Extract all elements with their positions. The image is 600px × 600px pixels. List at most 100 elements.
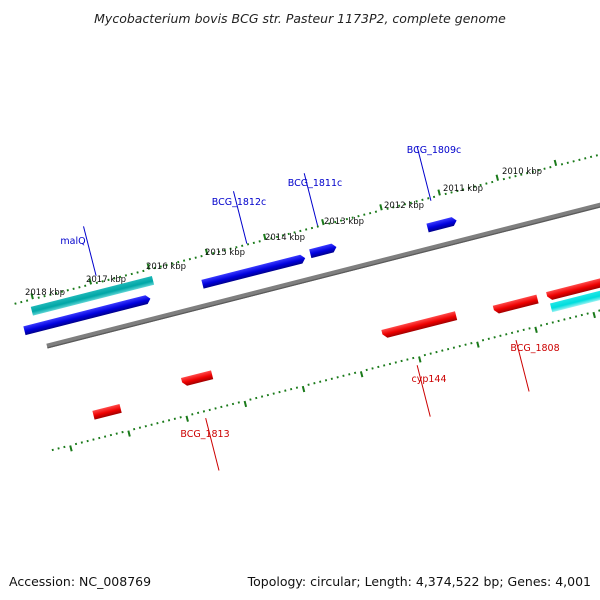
kbp-minor-tick [336, 376, 339, 379]
kbp-minor-tick [330, 377, 333, 380]
kbp-minor-tick [305, 228, 308, 231]
kbp-minor-tick [220, 405, 223, 409]
kbp-minor-tick [560, 163, 564, 166]
kbp-minor-tick [357, 214, 360, 218]
kbp-minor-tick [580, 313, 583, 317]
kbp-minor-tick [514, 174, 517, 178]
kbp-minor-tick [383, 364, 386, 367]
kbp-minor-tick [293, 231, 296, 234]
kbp-minor-tick [237, 401, 240, 404]
kbp-minor-tick [208, 408, 211, 412]
label-leader [232, 191, 248, 244]
kbp-minor-tick [142, 269, 145, 273]
kbp-minor-tick [491, 180, 494, 184]
kbp-minor-tick [394, 361, 397, 364]
gene-cds-forward [426, 217, 457, 233]
kbp-minor-tick [226, 404, 229, 407]
kbp-minor-tick [595, 154, 598, 157]
gene-label-BCG_1813: BCG_1813 [180, 429, 229, 440]
kbp-minor-tick [543, 167, 546, 170]
kbp-minor-tick [153, 266, 157, 270]
kbp-minor-tick [316, 225, 319, 228]
kbp-minor-tick [371, 367, 374, 370]
kbp-minor-tick [406, 358, 409, 361]
kbp-major-tick [495, 174, 500, 181]
kbp-minor-tick [427, 197, 430, 200]
gene-cds-reverse [492, 294, 539, 314]
kbp-major-tick [30, 293, 34, 300]
kbp-minor-tick [60, 290, 64, 293]
kbp-minor-tick [200, 254, 203, 258]
kbp-minor-tick [386, 207, 389, 210]
map-title: Mycobacterium bovis BCG str. Pasteur 117… [94, 11, 506, 26]
kbp-minor-tick [464, 343, 467, 346]
kbp-minor-tick [179, 416, 182, 419]
kbp-minor-tick [572, 160, 575, 163]
kbp-major-tick [476, 341, 480, 348]
kbp-minor-tick [260, 395, 264, 398]
kbp-minor-tick [415, 200, 418, 203]
kbp-minor-tick [319, 380, 322, 383]
gene-label-BCG_1808: BCG_1808 [510, 343, 559, 354]
gene-label-malQ: malQ [60, 236, 85, 247]
kbp-minor-tick [212, 252, 215, 255]
kbp-label: 2010 kbp [502, 167, 542, 177]
kbp-minor-tick [188, 257, 192, 261]
kbp-minor-tick [549, 166, 552, 169]
kbp-minor-tick [374, 210, 378, 213]
kbp-minor-tick [525, 171, 529, 175]
kbp-minor-tick [313, 382, 316, 385]
kbp-label: 2018 kbp [25, 288, 65, 298]
gene-label-cyp144: cyp144 [411, 374, 446, 385]
kbp-minor-tick [584, 157, 587, 160]
rotated-track-group [14, 146, 600, 471]
kbp-minor-tick [43, 294, 46, 298]
kbp-major-tick [263, 233, 267, 241]
kbp-minor-tick [447, 347, 450, 351]
kbp-minor-tick [551, 321, 554, 324]
kbp-minor-tick [290, 387, 293, 391]
kbp-minor-tick [223, 249, 226, 252]
inner-tick-ring [51, 309, 600, 452]
kbp-minor-tick [516, 330, 520, 333]
gene-cds-forward [309, 243, 337, 259]
kbp-minor-tick [345, 217, 348, 221]
kbp-minor-tick [502, 177, 505, 181]
kbp-minor-tick [270, 237, 273, 240]
kbp-minor-tick [167, 419, 171, 422]
kbp-minor-tick [403, 203, 407, 206]
kbp-minor-tick [124, 274, 128, 277]
kbp-minor-tick [473, 185, 476, 188]
kbp-minor-tick [266, 393, 270, 397]
kbp-major-tick [301, 385, 306, 393]
kbp-minor-tick [450, 191, 453, 194]
kbp-minor-tick [165, 263, 168, 267]
kbp-major-tick [592, 311, 596, 319]
kbp-minor-tick [429, 352, 432, 355]
kbp-minor-tick [78, 286, 81, 289]
kbp-minor-tick [441, 349, 444, 352]
kbp-minor-tick [299, 229, 302, 233]
kbp-minor-tick [578, 158, 581, 162]
kbp-minor-tick [522, 328, 525, 332]
kbp-minor-tick [369, 211, 372, 215]
kbp-minor-tick [103, 435, 107, 438]
kbp-minor-tick [467, 186, 471, 190]
kbp-minor-tick [365, 368, 368, 372]
kbp-minor-tick [196, 411, 200, 415]
kbp-minor-tick [231, 402, 235, 406]
kbp-major-tick [359, 371, 364, 378]
label-leader [303, 173, 319, 226]
kbp-minor-tick [520, 173, 523, 176]
kbp-minor-tick [191, 413, 194, 416]
kbp-minor-tick [353, 371, 357, 375]
kbp-minor-tick [412, 356, 415, 360]
gene-cds-forward [201, 254, 306, 289]
kbp-minor-tick [470, 342, 473, 345]
backbone-line [46, 160, 600, 349]
kbp-minor-tick [481, 339, 485, 342]
kbp-minor-tick [182, 259, 186, 262]
gene-label-BCG_1811c: BCG_1811c [288, 178, 343, 189]
kbp-minor-tick [287, 232, 290, 236]
kbp-minor-tick [171, 262, 174, 265]
